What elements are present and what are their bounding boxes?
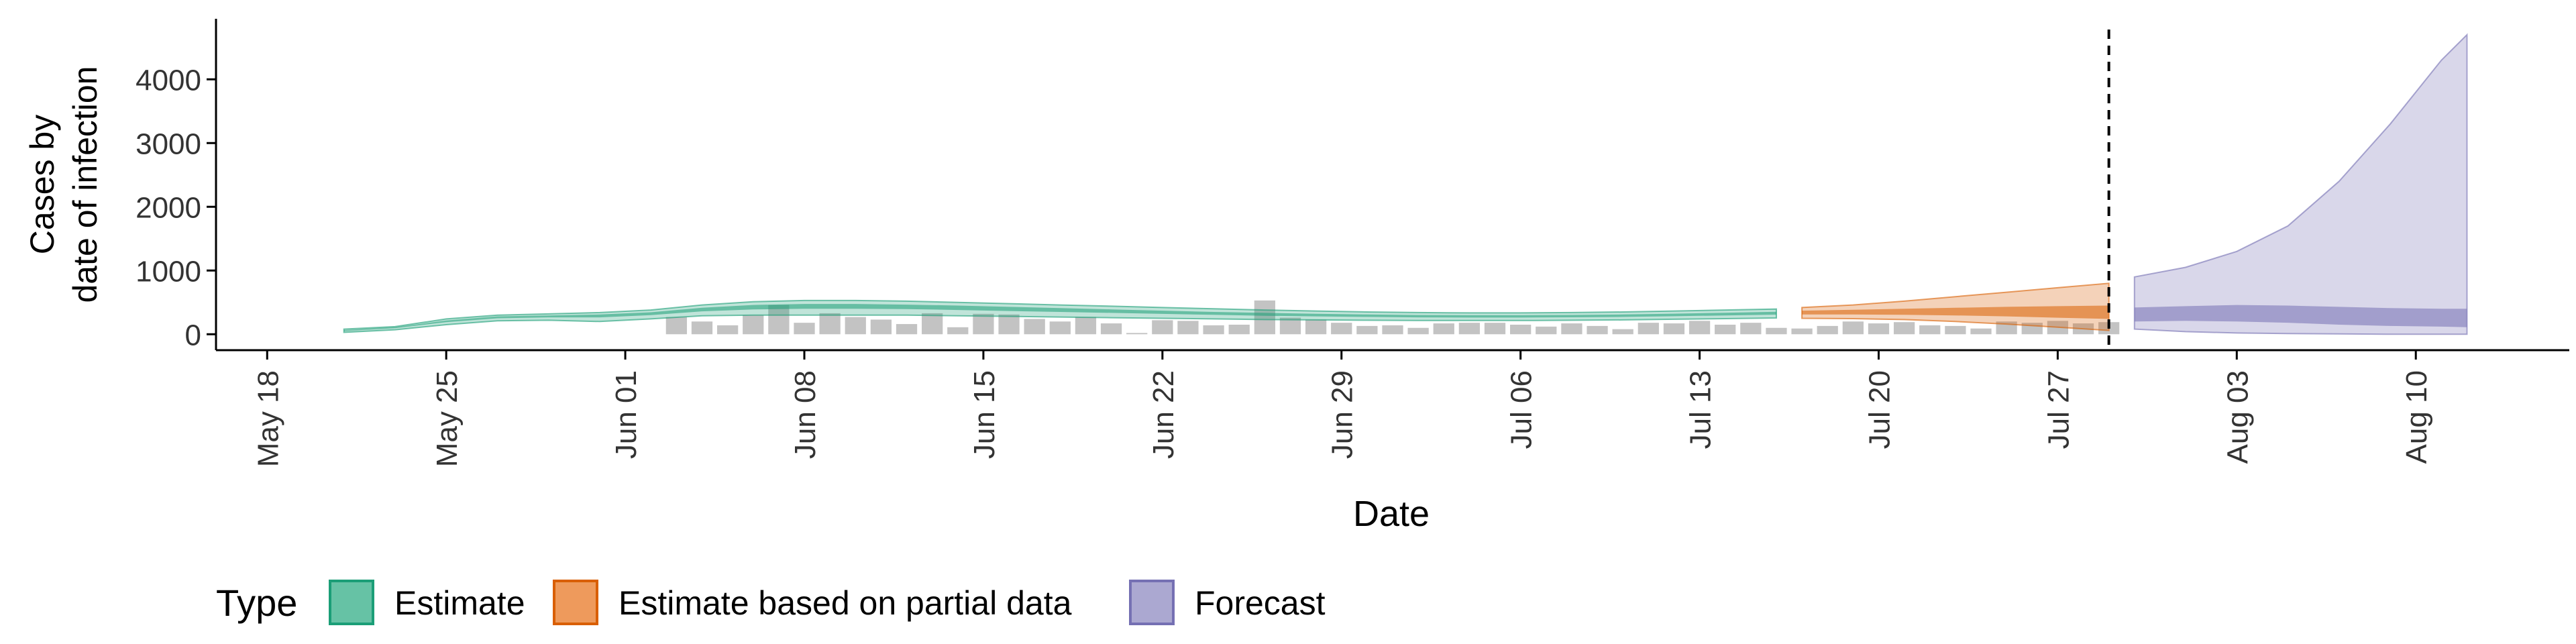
reported-cases-bar bbox=[1203, 325, 1224, 335]
axes: 0 1000 2000 3000 4000 May 18 May 25 Jun 01 Jun … bbox=[136, 19, 2569, 467]
reported-cases-bar bbox=[1945, 325, 1966, 335]
reported-cases-bar bbox=[716, 325, 739, 335]
x-tick-label: Jun 22 bbox=[1147, 370, 1180, 459]
reported-cases-bar bbox=[1356, 325, 1378, 335]
y-tick-label: 3000 bbox=[136, 127, 201, 160]
reported-cases-bar bbox=[1484, 323, 1506, 335]
reported-cases-bar bbox=[1536, 326, 1557, 335]
reported-cases-bar bbox=[1458, 323, 1481, 335]
x-tick-label: Aug 03 bbox=[2221, 370, 2254, 464]
legend-swatch bbox=[553, 580, 598, 625]
x-tick-label: May 25 bbox=[431, 370, 464, 467]
reported-cases-bar bbox=[1638, 323, 1659, 335]
legend-entry-label: Estimate bbox=[394, 584, 525, 622]
reported-cases-bar bbox=[1740, 323, 1762, 335]
reported-cases-bar bbox=[1893, 322, 1915, 335]
estimate-based-on-partial-data-inner-band bbox=[1802, 305, 2109, 319]
y-tick-label: 0 bbox=[185, 319, 201, 352]
legend-swatch bbox=[1129, 580, 1175, 625]
y-tick-label: 2000 bbox=[136, 191, 201, 224]
estimate-bands bbox=[343, 33, 2468, 335]
reported-cases-bar bbox=[1663, 323, 1685, 335]
reported-cases-bar bbox=[1126, 333, 1148, 335]
reported-cases-bar bbox=[870, 319, 892, 335]
reported-cases-bar bbox=[1305, 319, 1327, 335]
reported-cases-bar bbox=[1433, 323, 1454, 335]
reported-cases-bar bbox=[1791, 328, 1813, 335]
y-axis-ticks: 0 1000 2000 3000 4000 bbox=[136, 64, 216, 352]
y-tick-label: 1000 bbox=[136, 255, 201, 288]
reported-cases-bar bbox=[1919, 325, 1941, 335]
x-tick-label: Jun 29 bbox=[1326, 370, 1359, 459]
reported-cases-bar bbox=[1817, 325, 1838, 335]
reported-cases-bar bbox=[973, 313, 994, 335]
reported-cases-bar bbox=[665, 317, 687, 335]
y-tick-label: 4000 bbox=[136, 64, 201, 97]
legend-entry-label: Estimate based on partial data bbox=[619, 584, 1072, 622]
reported-cases-bar bbox=[1688, 321, 1711, 335]
x-tick-label: Jul 27 bbox=[2042, 370, 2075, 449]
reported-cases-bar bbox=[1842, 321, 1864, 335]
reported-cases-bar bbox=[896, 324, 918, 335]
reported-cases-bar bbox=[1049, 321, 1071, 335]
reported-cases-bar bbox=[1228, 325, 1250, 335]
x-axis-ticks: May 18 May 25 Jun 01 Jun 08 Jun 15 Jun 22 Jun … bbox=[252, 350, 2433, 467]
reported-cases-bar bbox=[1075, 317, 1097, 335]
forecast-outer-band bbox=[2133, 33, 2468, 335]
reported-cases-bar bbox=[998, 314, 1020, 335]
x-tick-label: Jul 20 bbox=[1863, 370, 1896, 449]
reported-cases-bar bbox=[768, 305, 790, 335]
y-axis-label-line-1: Cases by bbox=[23, 115, 61, 254]
reported-cases-bar bbox=[1382, 325, 1403, 335]
reported-cases-bars bbox=[665, 300, 2120, 335]
reported-cases-bar bbox=[1868, 323, 1890, 335]
reported-cases-bar bbox=[1331, 323, 1352, 335]
x-tick-label: Jul 06 bbox=[1505, 370, 1538, 449]
reported-cases-bar bbox=[1100, 323, 1122, 335]
reported-cases-bar bbox=[947, 327, 969, 335]
reported-cases-bar bbox=[1024, 319, 1045, 335]
reported-cases-bar bbox=[691, 321, 713, 335]
x-tick-label: Jun 08 bbox=[789, 370, 822, 459]
reported-cases-bar bbox=[1561, 323, 1582, 335]
reported-cases-bar bbox=[1152, 320, 1173, 335]
reported-cases-bar bbox=[1177, 321, 1199, 335]
reported-cases-bar bbox=[1587, 325, 1608, 335]
reported-cases-bar bbox=[922, 313, 943, 335]
estimate-inner-band bbox=[343, 304, 1777, 331]
estimate-based-on-partial-data-outer-band bbox=[1801, 282, 2110, 331]
reported-cases-bar bbox=[1970, 328, 1992, 335]
legend-swatch bbox=[329, 580, 374, 625]
legend-entries: Estimate Estimate based on partial data Fo… bbox=[329, 580, 1326, 625]
reported-cases-bar bbox=[1407, 327, 1429, 335]
reported-cases-bar bbox=[1612, 329, 1633, 335]
forecast-inner-band bbox=[2134, 305, 2467, 327]
reported-cases-bar bbox=[743, 315, 764, 335]
x-tick-label: Aug 10 bbox=[2400, 370, 2433, 464]
x-tick-label: May 18 bbox=[252, 370, 284, 467]
x-tick-label: Jun 01 bbox=[610, 370, 643, 459]
reported-cases-bar bbox=[1766, 327, 1787, 335]
x-tick-label: Jun 15 bbox=[968, 370, 1001, 459]
reported-cases-bar bbox=[1254, 300, 1275, 335]
x-axis-label: Date bbox=[1353, 494, 1430, 534]
reported-cases-bar bbox=[819, 313, 841, 335]
legend: Type Estimate Estimate based on partial d… bbox=[216, 580, 1326, 625]
reported-cases-bar bbox=[794, 323, 815, 335]
reported-cases-bar bbox=[1715, 325, 1736, 335]
x-tick-label: Jul 13 bbox=[1684, 370, 1717, 449]
legend-entry-label: Forecast bbox=[1195, 584, 1326, 622]
y-axis-label-line-2: date of infection bbox=[66, 66, 104, 303]
reported-cases-bar bbox=[1510, 325, 1532, 335]
legend-title: Type bbox=[216, 582, 297, 624]
reported-cases-bar bbox=[845, 317, 866, 335]
